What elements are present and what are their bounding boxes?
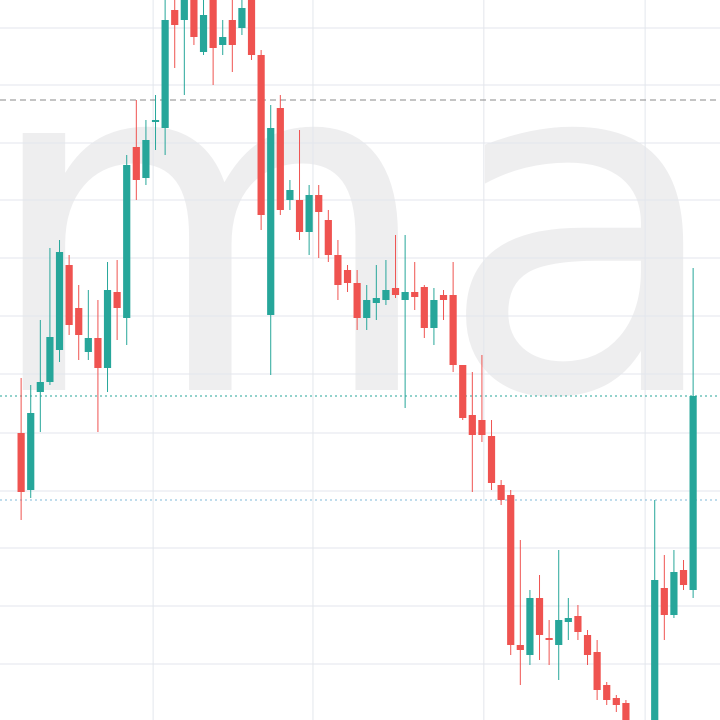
candle-body <box>487 436 496 483</box>
candle-body <box>65 265 73 325</box>
candle-body <box>411 292 419 297</box>
candle-body <box>238 8 246 28</box>
candle-body <box>612 698 620 705</box>
candle-body <box>372 298 380 303</box>
candle-body <box>132 147 140 180</box>
candle-body <box>190 0 198 37</box>
candle-body <box>123 165 131 318</box>
candle-body <box>46 337 54 382</box>
candle-body <box>468 415 476 435</box>
candles <box>17 0 697 720</box>
candle-body <box>247 0 256 55</box>
candle-body <box>679 570 688 585</box>
candle-body <box>593 652 601 690</box>
candle-body <box>478 420 486 435</box>
candle-body <box>507 495 515 645</box>
candle-body <box>449 295 457 365</box>
watermark: ma <box>0 0 720 501</box>
candle-body <box>497 485 505 500</box>
candle-body <box>171 10 179 25</box>
candle-body <box>353 283 361 318</box>
candle-body <box>199 15 208 52</box>
candle-body <box>363 300 371 318</box>
candle-body <box>151 120 160 122</box>
candle-body <box>276 108 284 210</box>
candle-body <box>267 128 275 315</box>
candle-body <box>459 365 467 418</box>
candle-body <box>295 200 304 232</box>
candle-body <box>228 20 236 45</box>
candle-body <box>142 140 150 178</box>
candle-body <box>315 195 323 212</box>
candle-body <box>286 190 294 200</box>
candle-body <box>75 308 83 335</box>
price-lines <box>0 99 720 501</box>
candle-body <box>55 252 64 350</box>
candle-body <box>689 396 697 590</box>
candle-body <box>209 0 217 48</box>
candle-body <box>430 300 438 328</box>
candle-body <box>651 580 659 720</box>
candle-body <box>439 295 448 300</box>
candle-body <box>113 292 121 308</box>
candle-body <box>36 382 44 392</box>
candle-body <box>161 20 169 128</box>
candle-body <box>603 685 611 700</box>
candle-body <box>343 270 352 283</box>
candle-body <box>535 598 544 635</box>
candle-body <box>564 618 572 622</box>
candle-body <box>84 338 92 352</box>
candle-body <box>526 598 534 655</box>
candle-body <box>324 220 332 255</box>
candle-body <box>574 616 582 632</box>
candle-body <box>391 288 400 295</box>
candle-body <box>305 195 313 232</box>
candle-body <box>103 290 112 368</box>
candle-body <box>94 338 102 368</box>
candle-body <box>420 287 428 328</box>
candle-body <box>257 55 265 215</box>
candle-body <box>334 255 342 285</box>
candle-body <box>382 290 390 300</box>
candle-body <box>180 0 188 20</box>
candle-body <box>401 292 409 300</box>
candle-body <box>622 703 630 720</box>
candle-body <box>27 413 35 490</box>
candle-body <box>555 620 563 645</box>
candle-body <box>660 588 668 615</box>
candle-body <box>583 635 592 655</box>
candle-body <box>516 645 524 650</box>
candle-body <box>17 433 25 492</box>
candle-body <box>670 572 678 615</box>
candle-body <box>219 37 227 45</box>
candle-body <box>545 638 553 640</box>
